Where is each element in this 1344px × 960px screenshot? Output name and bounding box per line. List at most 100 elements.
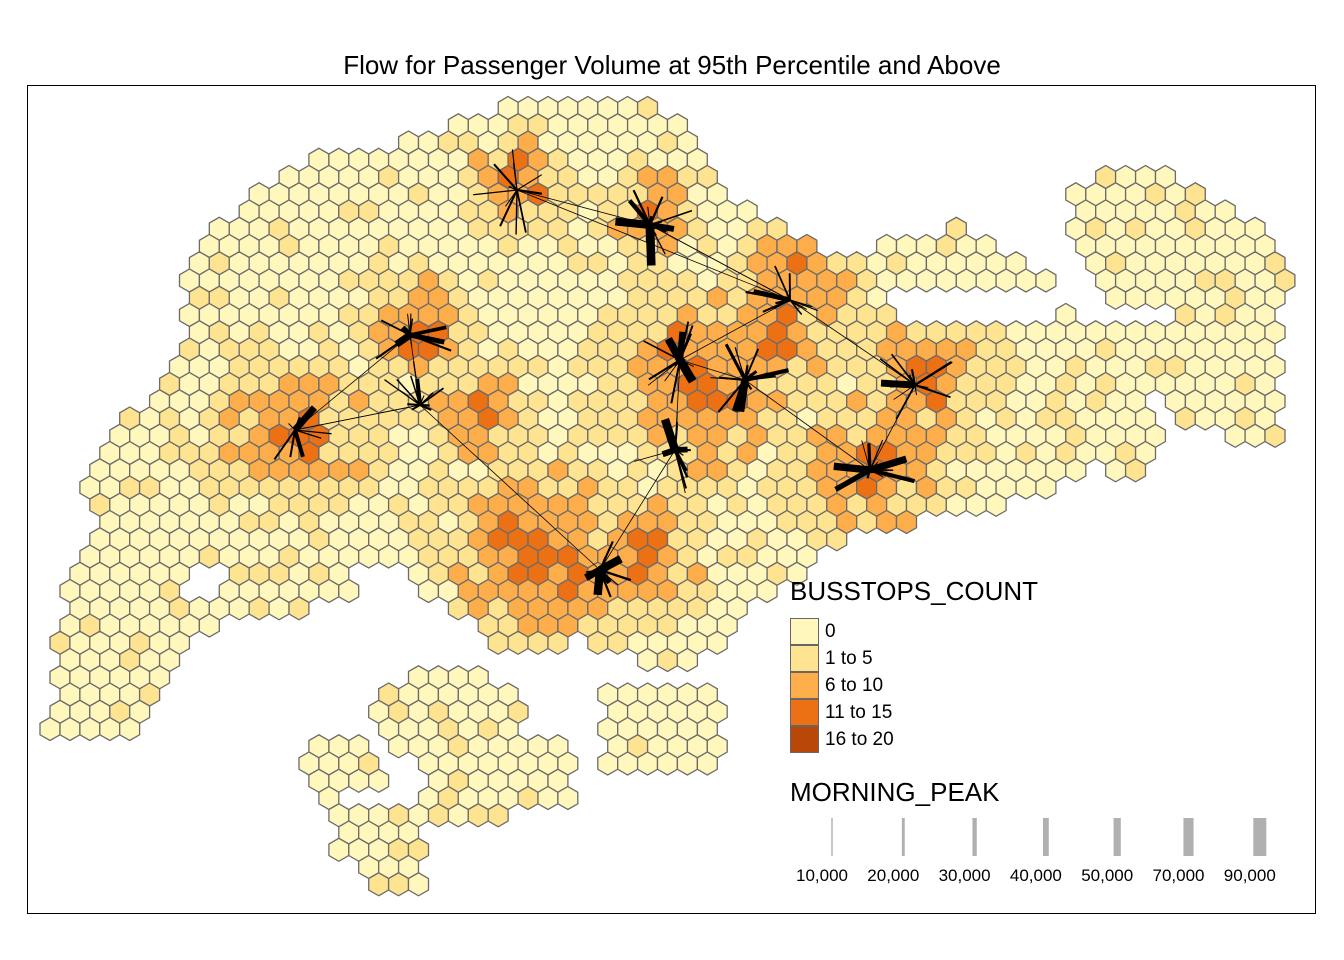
flow-line [914, 361, 952, 386]
peak-legend-label: 20,000 [867, 866, 920, 885]
hexagon-cell [985, 492, 1007, 518]
hexagon-cell [1144, 285, 1167, 311]
hexagon-cell [368, 768, 390, 794]
hexagon-grid-layer [39, 95, 1296, 897]
hexagon-cell [617, 751, 639, 776]
flow-line [679, 359, 746, 381]
legend-swatch [790, 645, 819, 672]
hexagon-cell [856, 509, 878, 535]
hexagon-cell [656, 751, 679, 776]
peak-legend-label: 10,000 [796, 866, 848, 885]
hexagon-cell [248, 596, 270, 621]
legend-swatch [790, 618, 819, 645]
hexagon-cell [467, 803, 489, 828]
hexagon-cell [387, 872, 410, 897]
flow-line [516, 174, 543, 191]
hexagon-cell [756, 578, 778, 604]
flow-line [789, 299, 803, 315]
flow-line [493, 163, 518, 191]
flow-line [293, 429, 305, 458]
flow-line [649, 224, 791, 301]
flow-line [615, 217, 651, 229]
flow-line [409, 313, 412, 336]
flow-line [516, 188, 543, 195]
hexagon-cell [1035, 475, 1057, 500]
hexagon-cell [1065, 458, 1087, 483]
map-title: Flow for Passenger Volume at 95th Percen… [343, 50, 1001, 80]
flow-line [384, 379, 421, 406]
flow-line [289, 429, 296, 458]
hexagon-cell [597, 751, 619, 776]
hexagon-cell [198, 544, 220, 569]
hexagon-cell [487, 803, 509, 828]
hexagon-cell [268, 596, 290, 621]
flow-line [512, 162, 518, 191]
flow-line [409, 333, 452, 352]
flow-line [719, 376, 746, 381]
flow-line [294, 334, 411, 431]
hexagon-cell [487, 630, 509, 656]
flow-line [409, 325, 447, 337]
hexagon-cell [527, 630, 549, 656]
flow-line [869, 468, 916, 484]
hexagon-cell [1105, 458, 1127, 483]
legend-label: 0 [825, 620, 836, 642]
peak-legend-label: 30,000 [938, 866, 991, 885]
hexagon-cell [875, 509, 898, 535]
hexagon-cell [318, 578, 340, 604]
flow-line [914, 384, 932, 392]
hexagon-cell [895, 509, 918, 535]
flow-line [407, 313, 411, 336]
flow-line [679, 299, 791, 361]
flow-line [515, 189, 518, 235]
flow-line [731, 379, 748, 413]
flow-line [294, 404, 421, 431]
hexagon-cell [348, 768, 370, 794]
hexagon-cell [79, 716, 101, 742]
flow-line [664, 336, 684, 362]
flow-line [660, 418, 679, 452]
hexagon-cell [676, 751, 699, 776]
peak-legend-line [1183, 818, 1194, 856]
flow-line [516, 189, 527, 233]
legend-item: 16 to 20 [790, 726, 894, 753]
hexagon-cell [547, 630, 569, 656]
legend-label: 1 to 5 [825, 647, 873, 669]
flow-line [869, 439, 884, 471]
hexagon-cell [39, 716, 61, 742]
peak-legend-line [1113, 818, 1121, 856]
hexagon-cell [955, 268, 977, 293]
hexagon-cell [1124, 458, 1147, 483]
flow-line [893, 384, 916, 400]
hexagon-cell [706, 630, 728, 656]
flow-line [676, 357, 697, 384]
hexagon-cell [676, 647, 699, 673]
hexagon-cell [1035, 268, 1057, 293]
flow-line [670, 359, 681, 404]
flow-line [879, 358, 916, 386]
flow-line [889, 384, 916, 388]
hexagon-cell [607, 630, 629, 656]
flow-line [411, 404, 421, 411]
flow-line [599, 556, 606, 571]
hexagon-cell [537, 785, 559, 811]
flow-line [599, 449, 676, 571]
peak-legend-line [1253, 818, 1267, 856]
legend-label: 6 to 10 [825, 674, 884, 696]
legend-swatch [790, 726, 819, 753]
hexagon-cell [1244, 423, 1266, 449]
hexagon-cell [1105, 285, 1127, 311]
flow-line [294, 429, 322, 439]
flow-line [394, 332, 413, 348]
hexagon-cell [945, 492, 967, 518]
hexagon-cell [407, 872, 430, 897]
hexagon-cell [826, 527, 848, 552]
hexagon-cell [1174, 406, 1196, 431]
flow-line [419, 404, 601, 571]
legend-item: 0 [790, 618, 836, 645]
hexagon-cell [975, 268, 997, 293]
legend-swatch [790, 672, 819, 699]
flow-line [598, 555, 623, 574]
flow-line [868, 455, 908, 474]
